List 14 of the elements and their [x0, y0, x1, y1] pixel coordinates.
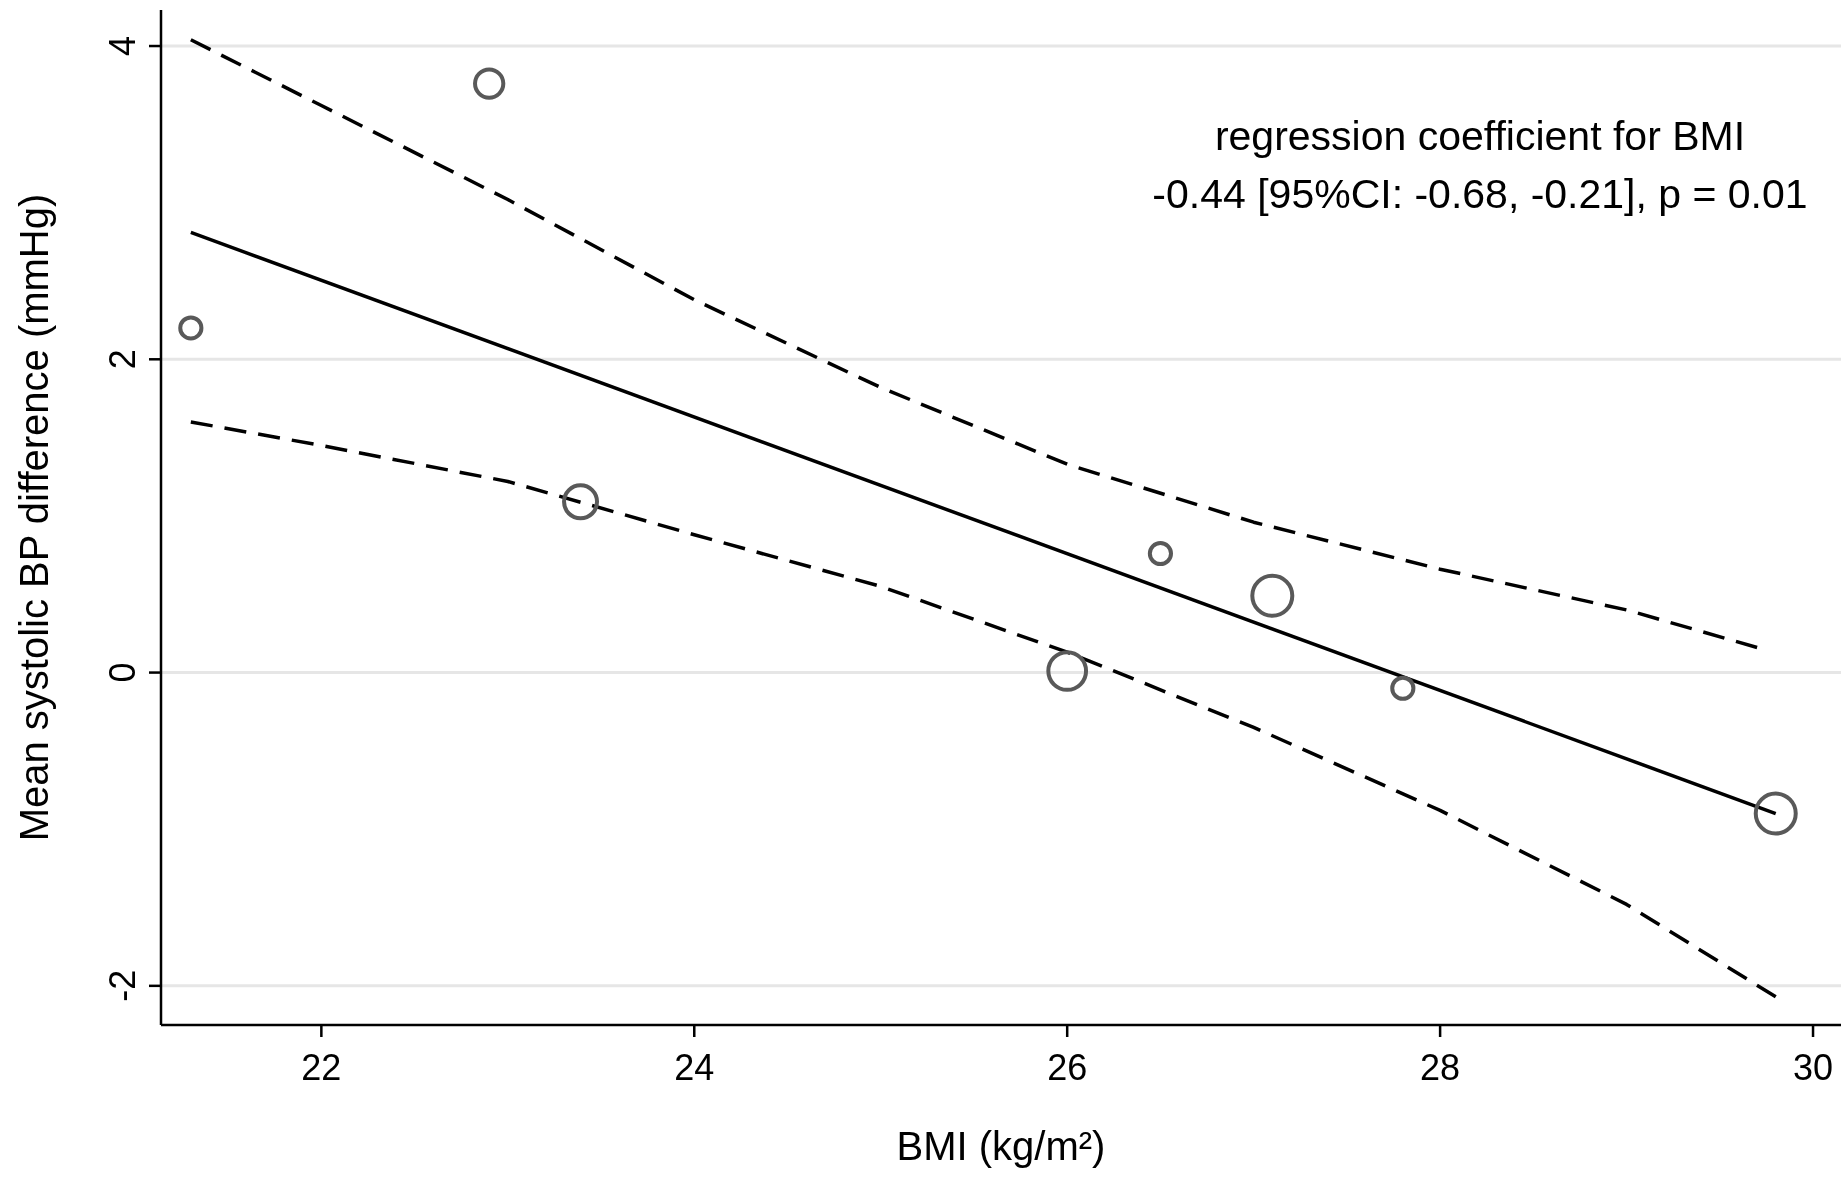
line-series — [189, 420, 1778, 999]
y-tick-label: 4 — [102, 36, 143, 57]
x-tick-label: 22 — [301, 1047, 342, 1088]
y-tick-label: -2 — [102, 969, 143, 1002]
x-tick-label: 26 — [1047, 1047, 1088, 1088]
x-tick-label: 28 — [1420, 1047, 1461, 1088]
x-tick-label: 24 — [674, 1047, 715, 1088]
y-tick-label: 0 — [102, 662, 143, 683]
y-tick-label: 2 — [102, 349, 143, 370]
annotation: -0.44 [95%CI: -0.68, -0.21], p = 0.01 — [1152, 171, 1808, 217]
x-tick-label: 30 — [1793, 1047, 1834, 1088]
y-axis-title: Mean systolic BP difference (mmHg) — [12, 193, 56, 842]
x-axis-title: BMI (kg/m²) — [896, 1124, 1106, 1168]
annotation: regression coefficient for BMI — [1214, 113, 1746, 159]
